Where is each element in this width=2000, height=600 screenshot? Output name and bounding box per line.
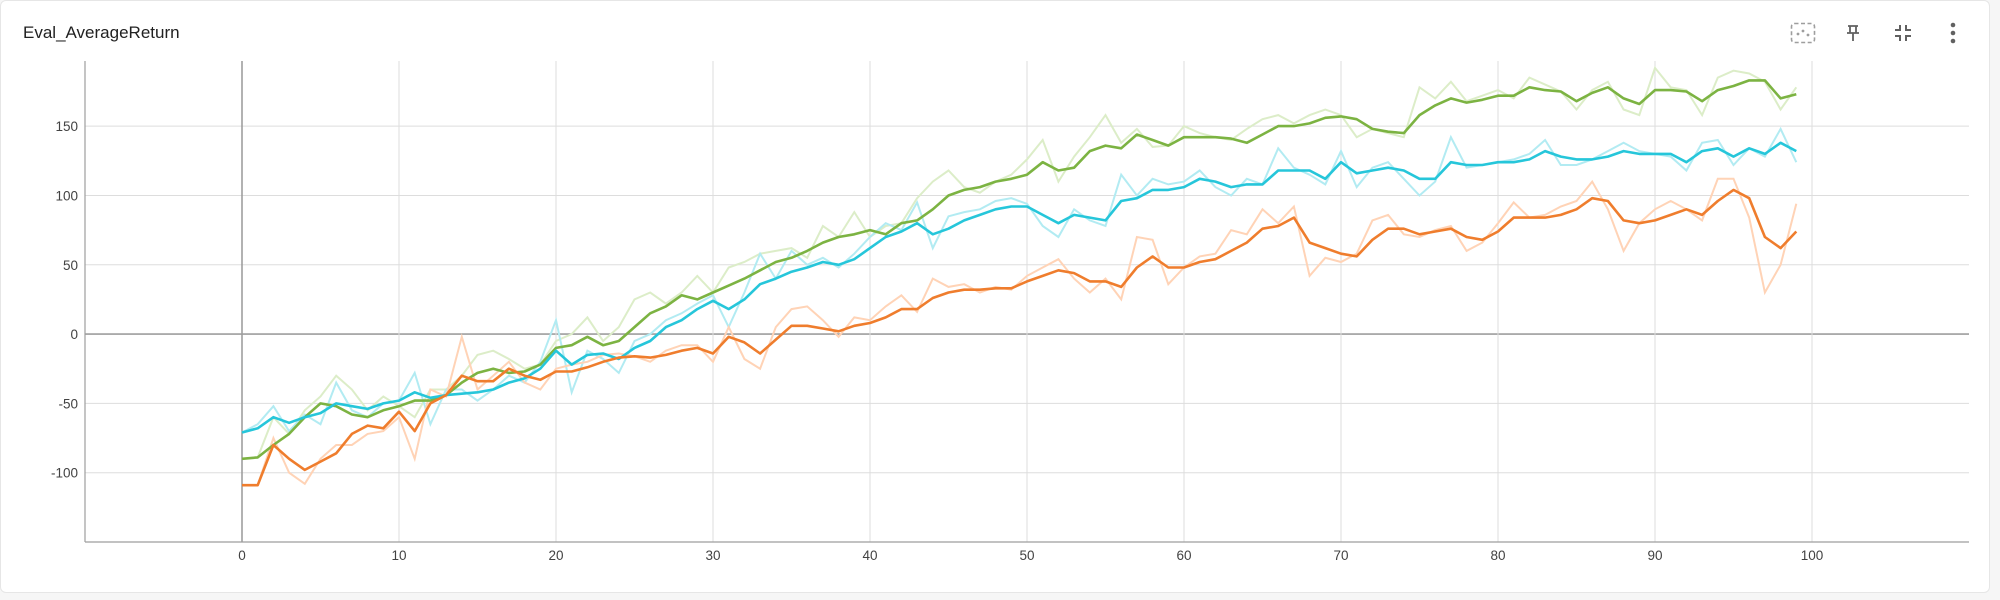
series-3-raw-line xyxy=(242,177,1798,487)
more-vertical-icon xyxy=(1950,22,1956,44)
chart-title: Eval_AverageReturn xyxy=(23,23,180,42)
pin-button[interactable] xyxy=(1839,19,1867,47)
y-tick-label: 0 xyxy=(70,327,78,342)
y-tick-label: 150 xyxy=(55,119,78,134)
x-tick-label: 10 xyxy=(391,548,406,563)
x-tick-label: 20 xyxy=(548,548,563,563)
x-tick-label: 90 xyxy=(1647,548,1662,563)
pin-icon xyxy=(1847,25,1859,41)
series-1-raw-line xyxy=(241,65,1798,460)
more-options-button[interactable] xyxy=(1939,19,1967,47)
y-tick-label: 100 xyxy=(55,188,78,203)
collapse-icon xyxy=(1895,25,1911,41)
x-tick-label: 80 xyxy=(1490,548,1505,563)
series-1-smoothed-line xyxy=(241,79,1797,461)
x-tick-label: 100 xyxy=(1801,548,1824,563)
fit-domain-button[interactable] xyxy=(1789,19,1817,47)
x-tick-label: 60 xyxy=(1176,548,1191,563)
series-2-smoothed-line xyxy=(241,141,1797,434)
x-tick-label: 30 xyxy=(705,548,720,563)
card-toolbar xyxy=(1789,19,1989,47)
collapse-button[interactable] xyxy=(1889,19,1917,47)
x-tick-label: 0 xyxy=(238,548,246,563)
series-2-raw-line xyxy=(241,126,1798,434)
x-tick-label: 50 xyxy=(1019,548,1034,563)
y-tick-label: -100 xyxy=(51,466,78,481)
series-3-smoothed-line xyxy=(242,188,1798,487)
x-tick-label: 70 xyxy=(1333,548,1348,563)
y-tick-label: -50 xyxy=(58,396,78,411)
y-tick-label: 50 xyxy=(63,258,78,273)
fit-to-data-icon xyxy=(1790,22,1816,44)
x-tick-label: 40 xyxy=(862,548,877,563)
